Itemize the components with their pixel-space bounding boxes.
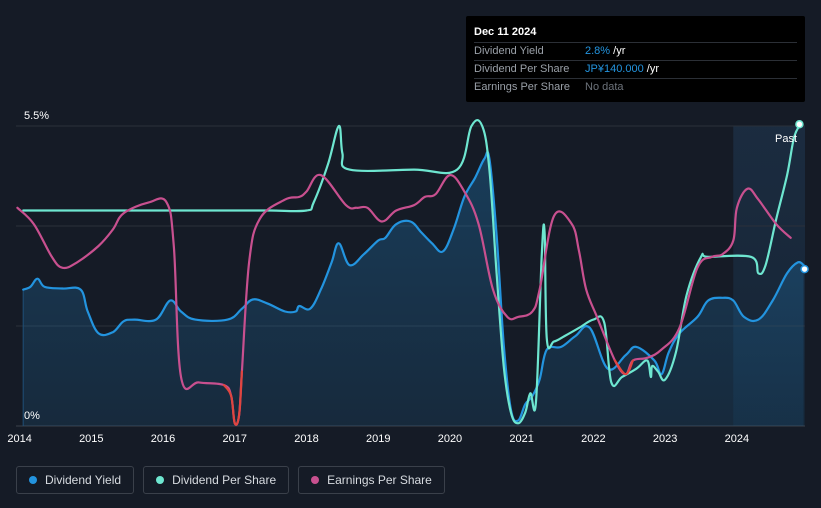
tooltip-row-earnings-per-share: Earnings Per Share No data xyxy=(474,79,797,96)
x-tick-label: 2023 xyxy=(653,433,677,445)
tooltip-date: Dec 11 2024 xyxy=(474,24,797,43)
legend-item-dividend-per-share[interactable]: Dividend Per Share xyxy=(143,466,290,494)
x-tick-label: 2018 xyxy=(294,433,318,445)
y-tick-label: 0% xyxy=(24,410,40,422)
legend-label: Dividend Per Share xyxy=(172,473,277,487)
legend-label: Dividend Yield xyxy=(45,473,122,487)
x-tick-label: 2016 xyxy=(151,433,175,445)
tooltip-label: Dividend Yield xyxy=(474,45,544,57)
tooltip-label: Earnings Per Share xyxy=(474,81,570,93)
past-label: Past xyxy=(775,133,797,145)
x-tick-label: 2019 xyxy=(366,433,390,445)
tooltip-label: Dividend Per Share xyxy=(474,63,570,75)
legend-dot-icon xyxy=(156,476,165,484)
earnings-per-share-negative-segment xyxy=(613,359,634,376)
tooltip-value: No data xyxy=(585,81,624,93)
x-tick-label: 2022 xyxy=(581,433,605,445)
x-tick-label: 2021 xyxy=(509,433,533,445)
tooltip-value: 2.8% xyxy=(585,45,611,57)
legend-dot-icon xyxy=(29,476,37,484)
tooltip-unit: /yr xyxy=(643,63,659,75)
legend-item-dividend-yield[interactable]: Dividend Yield xyxy=(16,466,135,494)
x-tick-label: 2020 xyxy=(438,433,462,445)
tooltip: Dec 11 2024 Dividend Yield 2.8% /yr Divi… xyxy=(466,16,805,102)
dividend-yield-end-marker xyxy=(800,264,809,274)
tooltip-row-dividend-yield: Dividend Yield 2.8% /yr xyxy=(474,43,797,61)
legend-item-earnings-per-share[interactable]: Earnings Per Share xyxy=(298,466,445,494)
x-tick-label: 2017 xyxy=(223,433,247,445)
tooltip-unit: /yr xyxy=(610,45,626,57)
x-tick-label: 2024 xyxy=(725,433,749,445)
x-tick-label: 2015 xyxy=(79,433,103,445)
tooltip-row-dividend-per-share: Dividend Per Share JP¥140.000 /yr xyxy=(474,61,797,79)
legend: Dividend Yield Dividend Per Share Earnin… xyxy=(16,466,454,494)
dividend-yield-area xyxy=(23,151,804,426)
dividend-per-share-line xyxy=(22,119,803,425)
tooltip-value: JP¥140.000 xyxy=(585,63,644,75)
dividend-per-share-end-marker xyxy=(795,120,804,129)
legend-label: Earnings Per Share xyxy=(327,473,432,487)
x-tick-label: 2014 xyxy=(7,433,31,445)
dividend-yield-line xyxy=(22,150,805,423)
earnings-per-share-line xyxy=(16,173,792,426)
legend-dot-icon xyxy=(311,476,320,484)
earnings-per-share-negative-segment xyxy=(222,370,243,426)
y-tick-label: 5.5% xyxy=(24,110,49,122)
